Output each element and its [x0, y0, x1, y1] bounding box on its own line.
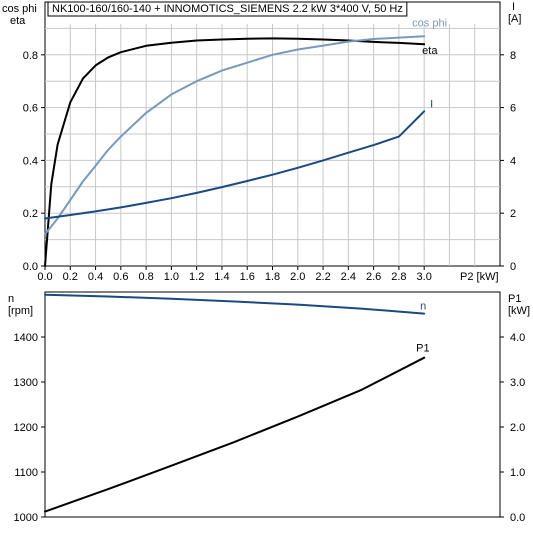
x-tick-label: 2.6 [366, 271, 381, 283]
y-right-tick-label: 4.0 [510, 332, 525, 344]
y-left-label: cos phi [2, 3, 37, 15]
x-tick-label: 0.6 [113, 271, 128, 283]
series-cos-phi-line [44, 35, 426, 236]
x-tick-label: 1.6 [240, 271, 255, 283]
y-left-tick-label: 1100 [14, 467, 38, 479]
y-left-label: n [8, 293, 14, 305]
x-tick-label: 3.0 [417, 271, 432, 283]
y-left-tick-label: 1400 [14, 332, 38, 344]
y-left-tick-label: 0.0 [23, 261, 38, 273]
y-left-label-2: eta [10, 15, 26, 27]
series-eta-label: eta [422, 45, 438, 57]
y-left-tick-label: 1200 [14, 422, 38, 434]
x-tick-label: 0.2 [63, 271, 78, 283]
x-tick-label: 0.0 [37, 271, 52, 283]
y-right-tick-label: 6 [510, 103, 516, 115]
y-right-label: I [512, 1, 515, 13]
x-tick-label: 1.8 [265, 271, 280, 283]
chart-title: NK100-160/160-140 + INNOMOTICS_SIEMENS 2… [52, 3, 403, 15]
y-right-tick-label: 0.0 [510, 512, 525, 524]
series-cos-phi-label: cos phi [412, 17, 447, 29]
series-P1-label: P1 [416, 343, 429, 355]
y-right-tick-label: 0 [510, 261, 516, 273]
y-left-label-2: [rpm] [8, 305, 33, 317]
x-tick-label: 2.4 [341, 271, 356, 283]
bottom-panel: 100011001200130014000.01.02.03.04.0n[rpm… [8, 291, 530, 524]
y-right-tick-label: 2 [510, 208, 516, 220]
x-tick-label: 2.2 [315, 271, 330, 283]
y-left-tick-label: 0.4 [23, 155, 38, 167]
series-n-label: n [420, 301, 426, 313]
series-I-line [44, 110, 426, 220]
y-right-tick-label: 1.0 [510, 467, 525, 479]
series-eta-line [44, 37, 426, 267]
x-tick-label: 2.0 [290, 271, 305, 283]
x-tick-label: 1.4 [214, 271, 229, 283]
y-right-label: P1 [508, 293, 521, 305]
x-tick-label: 0.4 [88, 271, 103, 283]
x-axis-label: P2 [kW] [460, 271, 499, 283]
x-tick-label: 1.0 [164, 271, 179, 283]
x-tick-label: 2.8 [391, 271, 406, 283]
y-right-tick-label: 3.0 [510, 377, 525, 389]
x-tick-label: 1.2 [189, 271, 204, 283]
series-n-line [44, 293, 426, 315]
bottom-chart-frame [44, 291, 501, 518]
y-left-tick-label: 0.8 [23, 50, 38, 62]
y-right-tick-label: 4 [510, 155, 516, 167]
series-I-label: I [430, 98, 433, 110]
y-right-label-2: [A] [508, 13, 521, 25]
y-right-label-2: [kW] [508, 305, 530, 317]
y-right-tick-label: 8 [510, 50, 516, 62]
series-P1-line [44, 356, 426, 513]
y-left-tick-label: 1000 [14, 512, 38, 524]
x-tick-label: 0.8 [138, 271, 153, 283]
chart-title-box [47, 1, 408, 17]
y-left-tick-label: 0.6 [23, 103, 38, 115]
y-left-tick-label: 1300 [14, 377, 38, 389]
y-right-tick-label: 2.0 [510, 422, 525, 434]
y-left-tick-label: 0.2 [23, 208, 38, 220]
